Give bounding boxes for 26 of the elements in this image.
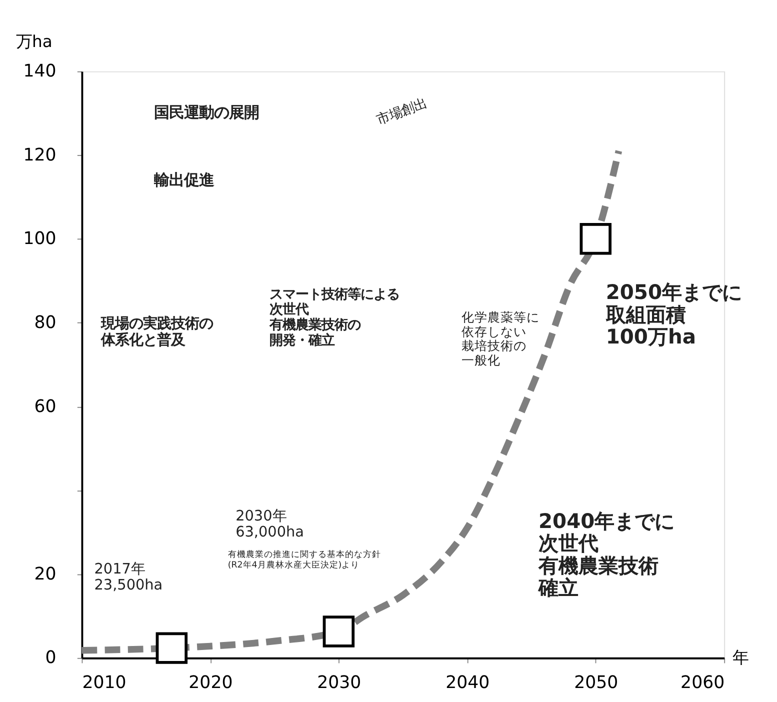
y-tick-label: 120 xyxy=(23,145,56,166)
y-tick-label: 0 xyxy=(45,648,56,668)
annotation: 輸出促進 xyxy=(152,170,215,189)
annotation: 2017年23,500ha xyxy=(94,561,163,594)
y-axis-title: 万ha xyxy=(16,32,52,51)
annotation: 有機農業の推進に関する基本的な方針(R2年4月農林水産大臣決定)より xyxy=(228,548,381,571)
y-tick-label: 60 xyxy=(34,396,56,417)
x-axis-title: 年 xyxy=(732,648,748,668)
annotation: 現場の実践技術の体系化と普及 xyxy=(100,315,213,348)
x-tick-label: 2020 xyxy=(188,673,233,694)
y-tick-label: 140 xyxy=(23,62,56,82)
x-tick-label: 2030 xyxy=(317,673,362,694)
annotation: スマート技術等による次世代有機農業技術の開発・確立 xyxy=(268,287,400,348)
annotation: 国民運動の展開 xyxy=(154,103,259,122)
x-tick-label: 2040 xyxy=(446,673,490,694)
y-tick-label: 20 xyxy=(34,564,56,584)
annotation: 化学農薬等に依存しない栽培技術の一般化 xyxy=(462,309,540,368)
y-tick-label: 100 xyxy=(23,229,56,250)
y-tick-label: 80 xyxy=(34,313,56,334)
annotation: 2050年までに取組面積100万ha xyxy=(604,280,742,348)
x-tick-label: 2050 xyxy=(574,673,618,694)
x-tick-label: 2010 xyxy=(82,673,126,694)
annotation: 2030年63,000ha xyxy=(236,508,304,541)
x-tick-label: 2060 xyxy=(680,673,725,694)
annotation: 2040年までに次世代有機農業技術確立 xyxy=(538,509,675,600)
annotation: 市場創出 xyxy=(374,96,429,128)
